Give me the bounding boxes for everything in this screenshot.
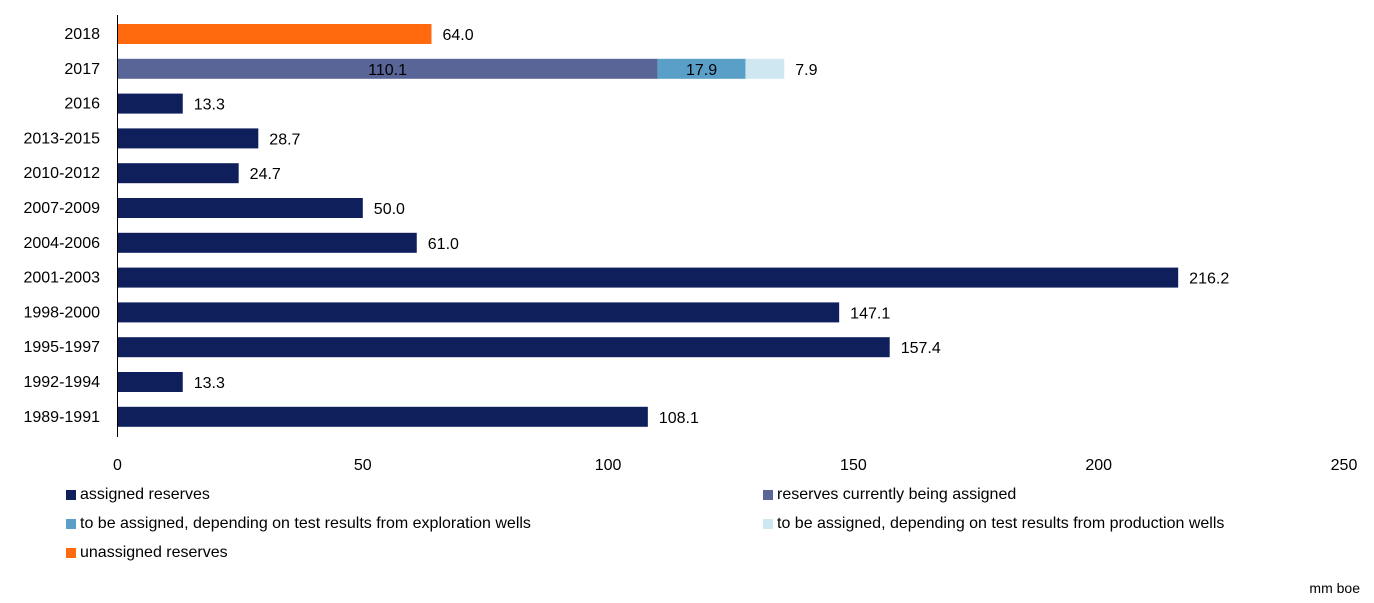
data-label: 13.3 (194, 375, 225, 392)
x-tick-label: 200 (1085, 457, 1112, 474)
bar-segment (117, 232, 417, 253)
legend-item-assigned: assigned reserves (66, 486, 210, 504)
data-label: 7.9 (795, 62, 817, 79)
data-label: 17.9 (686, 62, 717, 79)
category-label: 2010-2012 (23, 165, 100, 182)
category-label: 2001-2003 (23, 270, 100, 287)
category-label: 1992-1994 (23, 374, 100, 391)
bar-segment (117, 24, 432, 44)
data-label: 24.7 (250, 166, 281, 183)
bar-segment (117, 198, 363, 218)
bar-segment (117, 163, 239, 184)
category-label: 2007-2009 (23, 200, 100, 217)
data-label: 108.1 (659, 410, 699, 427)
data-label: 147.1 (850, 305, 890, 322)
legend-label: to be assigned, depending on test result… (80, 515, 531, 532)
bar-segment (117, 406, 648, 427)
x-tick-label: 100 (595, 457, 622, 474)
bars-layer (117, 24, 1179, 427)
bar-segment (745, 58, 785, 79)
category-label: 2017 (64, 61, 100, 78)
legend-item-being-assigned: reserves currently being assigned (763, 486, 1016, 504)
legend-label: assigned reserves (80, 486, 210, 503)
value-labels: 64.0 110.1 17.9 7.9 13.3 28.7 24.7 50.0 61.0 216.… (194, 27, 1230, 427)
category-label: 2018 (64, 26, 100, 43)
legend-swatch (763, 490, 773, 500)
legend-item-unassigned: unassigned reserves (66, 544, 228, 562)
bar-segment (117, 128, 259, 149)
data-label: 110.1 (368, 62, 407, 79)
category-label: 2013-2015 (23, 130, 100, 147)
bar-segment (657, 58, 746, 79)
legend-item-exploration: to be assigned, depending on test result… (66, 515, 531, 533)
legend-swatch (66, 519, 76, 529)
bar-segment (117, 302, 840, 323)
bar-segment (117, 267, 1179, 288)
data-label: 157.4 (901, 340, 941, 357)
category-label: 2004-2006 (23, 235, 100, 252)
category-label: 1995-1997 (23, 339, 100, 356)
data-label: 28.7 (269, 131, 300, 148)
data-label: 50.0 (374, 201, 405, 218)
legend-label: reserves currently being assigned (777, 486, 1017, 503)
category-label: 1989-1991 (23, 409, 100, 426)
x-tick-label: 50 (354, 457, 372, 474)
legend-swatch (66, 490, 76, 500)
legend-swatch (66, 548, 76, 558)
x-tick-label: 0 (113, 457, 122, 474)
legend-item-production: to be assigned, depending on test result… (763, 515, 1224, 533)
legend-label: unassigned reserves (80, 544, 228, 561)
legend-label: to be assigned, depending on test result… (777, 515, 1225, 532)
bar-segment (117, 337, 890, 358)
data-label: 61.0 (428, 236, 459, 253)
category-label: 1998-2000 (23, 304, 100, 321)
data-label: 13.3 (194, 97, 225, 114)
bar-segment (117, 372, 183, 392)
x-tick-label: 250 (1331, 457, 1358, 474)
legend-swatch (763, 519, 773, 529)
bar-segment (117, 58, 658, 79)
data-label: 64.0 (442, 27, 473, 44)
data-label: 216.2 (1189, 271, 1229, 288)
x-axis-ticks: 0 50 100 150 200 250 (113, 457, 1357, 474)
category-labels: 2018 2017 2016 2013-2015 2010-2012 2007-2009 2… (23, 26, 100, 426)
category-label: 2016 (64, 96, 100, 113)
x-tick-label: 150 (840, 457, 867, 474)
unit-label: mm boe (1309, 580, 1360, 596)
bar-segment (117, 93, 183, 114)
